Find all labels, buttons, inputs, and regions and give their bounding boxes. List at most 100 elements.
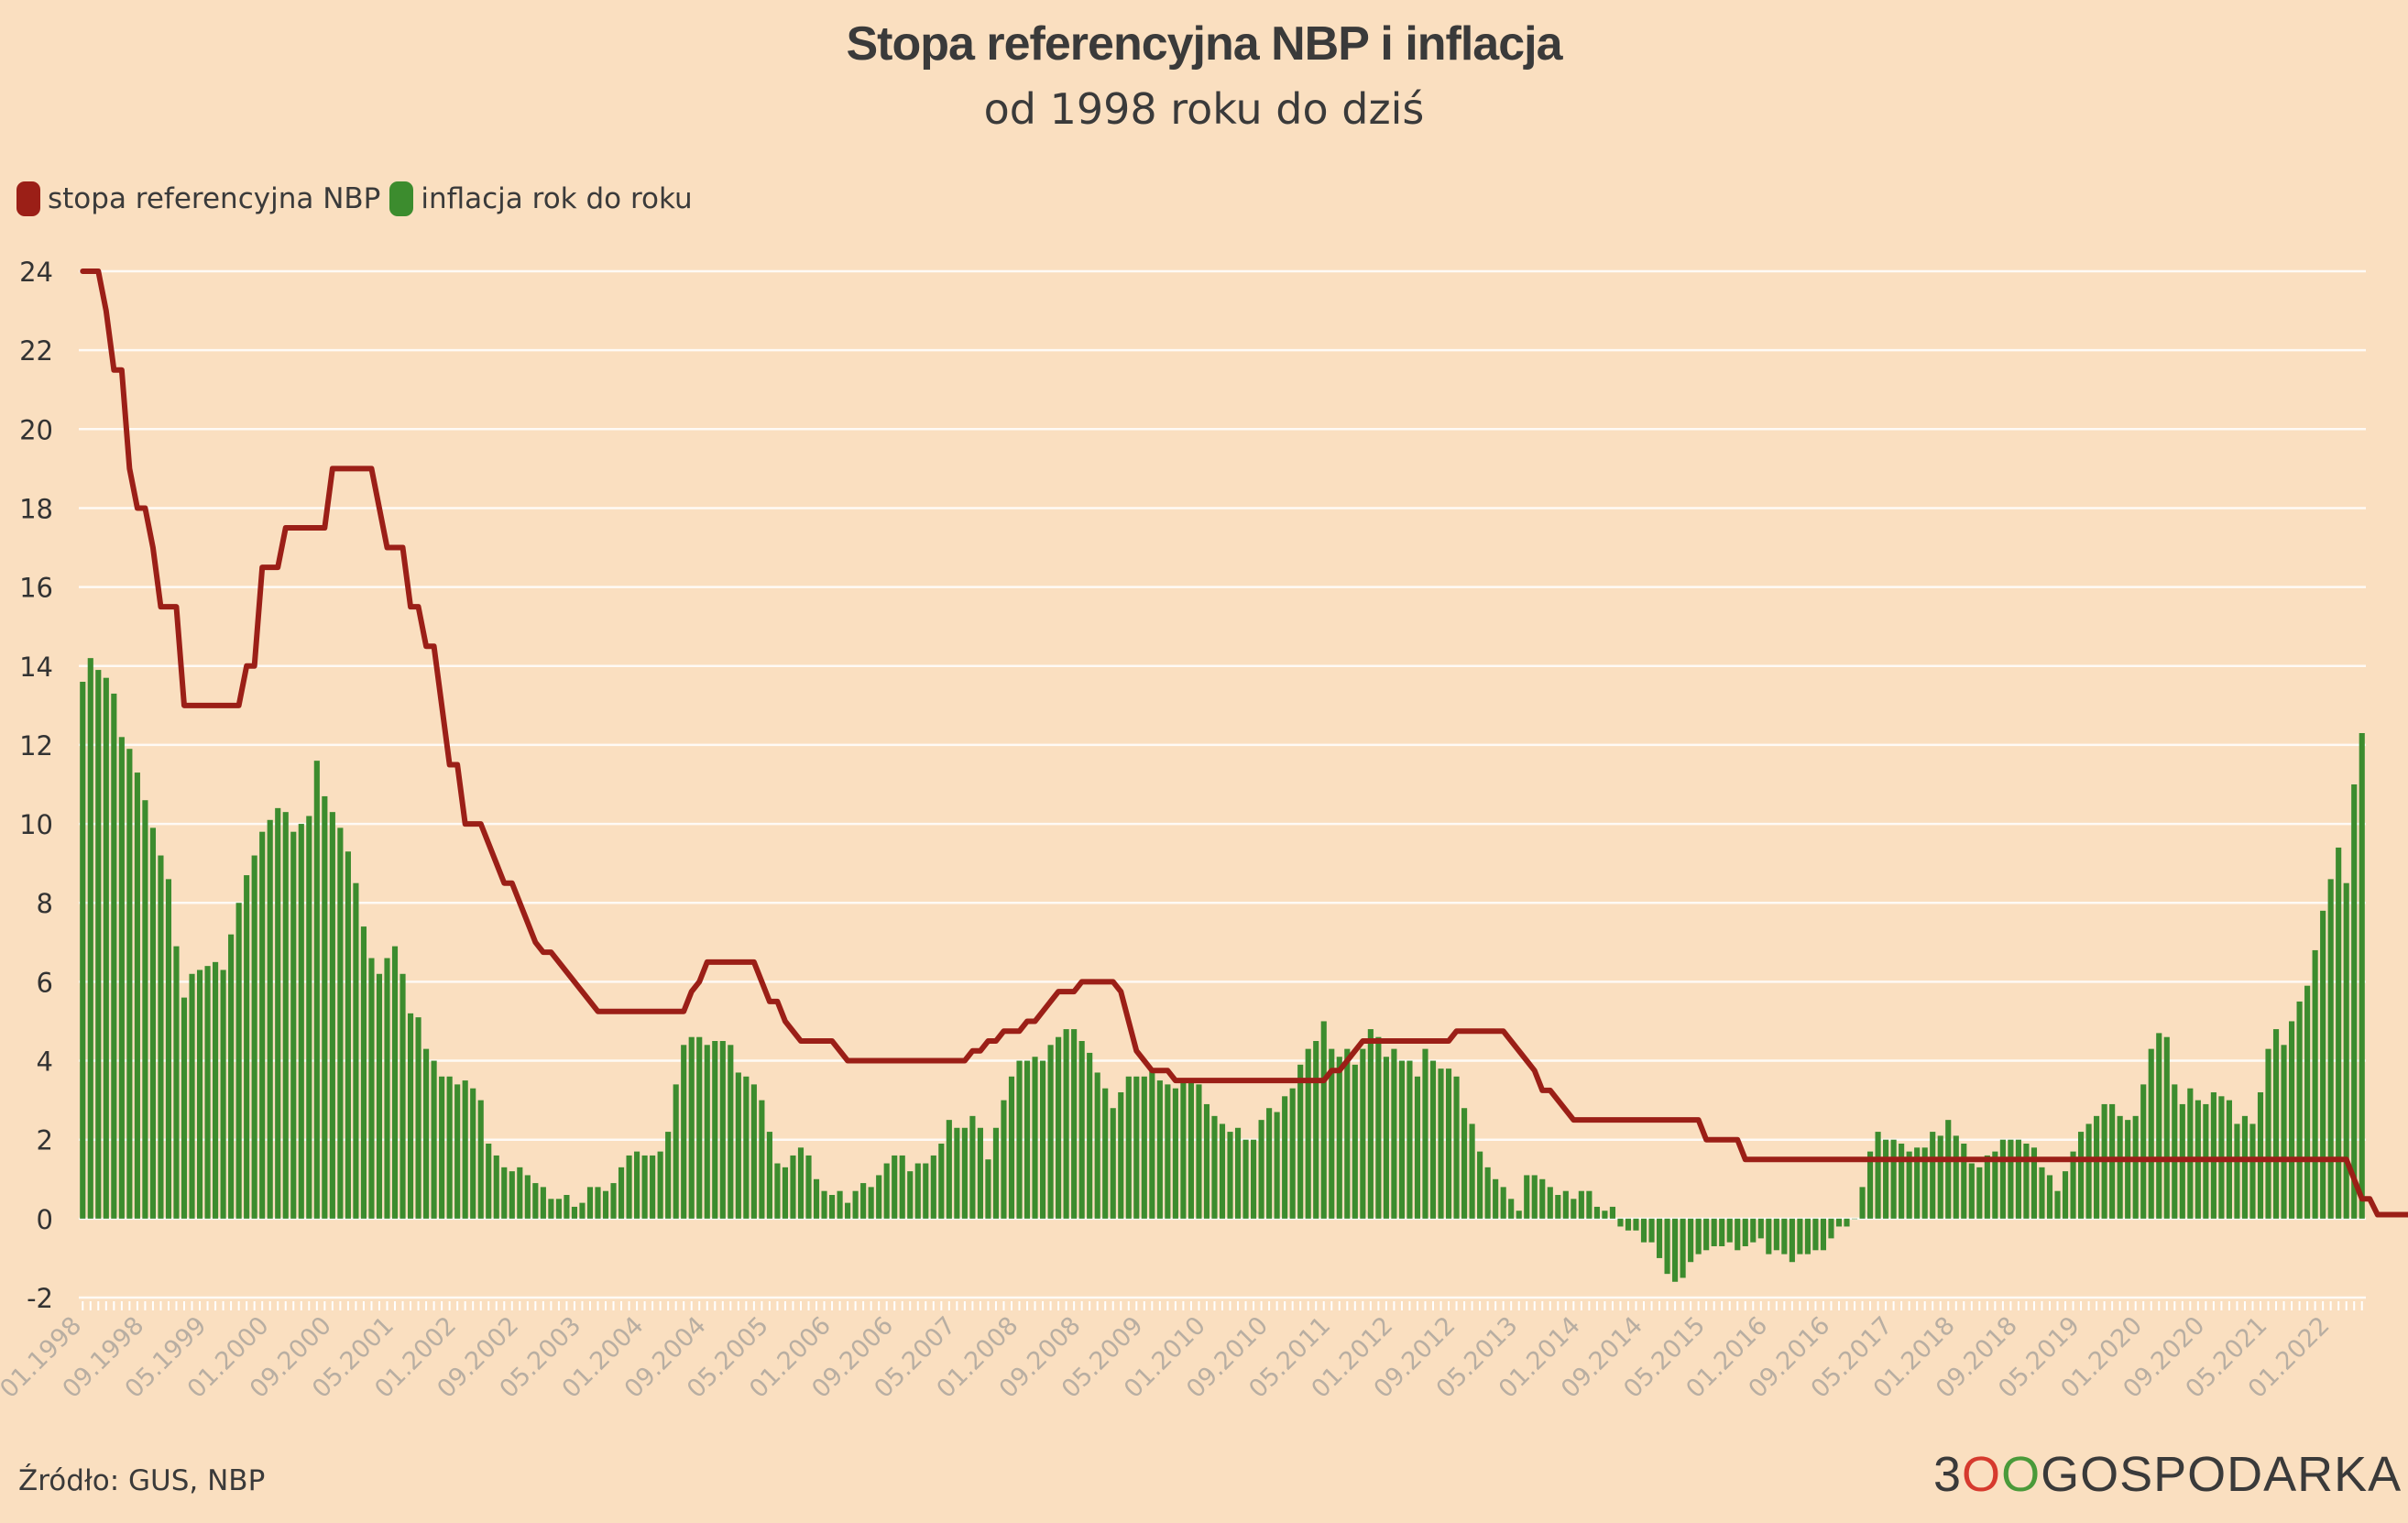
inflation-bar xyxy=(2172,1084,2178,1219)
brand-logo[interactable]: 3OOGOSPODARKA xyxy=(1933,1446,2402,1503)
inflation-bar xyxy=(345,851,351,1219)
inflation-bar xyxy=(2156,1033,2162,1219)
inflation-bar xyxy=(579,1202,586,1219)
inflation-bar xyxy=(1453,1076,1460,1219)
inflation-bar xyxy=(821,1190,827,1219)
inflation-bar xyxy=(400,973,406,1219)
inflation-bar xyxy=(1305,1048,1311,1219)
inflation-bar xyxy=(446,1076,453,1219)
inflation-bar xyxy=(2241,1115,2249,1219)
inflation-bar xyxy=(1102,1088,1109,1219)
inflation-bar xyxy=(423,1048,430,1219)
inflation-bar xyxy=(1508,1199,1515,1219)
inflation-bar xyxy=(439,1076,445,1219)
inflation-bar xyxy=(368,958,375,1219)
inflation-bar xyxy=(1539,1178,1546,1219)
inflation-bar xyxy=(1422,1048,1428,1219)
inflation-bar xyxy=(1524,1175,1530,1219)
inflation-bar xyxy=(1648,1218,1655,1243)
inflation-bar xyxy=(158,855,164,1219)
inflation-bar xyxy=(1562,1190,1569,1219)
inflation-bar xyxy=(2015,1139,2021,1219)
inflation-bar xyxy=(1914,1147,1921,1219)
inflation-bar xyxy=(165,879,172,1219)
inflation-bar xyxy=(1297,1064,1304,1219)
inflation-bar xyxy=(969,1115,976,1219)
inflation-bar xyxy=(2257,1092,2264,1219)
inflation-bar xyxy=(1196,1084,1202,1219)
inflation-bar xyxy=(1180,1080,1187,1219)
inflation-bar xyxy=(1149,1068,1155,1219)
inflation-bar xyxy=(1391,1048,1397,1219)
inflation-bar xyxy=(220,970,226,1219)
inflation-bar xyxy=(1016,1060,1023,1219)
inflation-bar xyxy=(2140,1084,2147,1219)
inflation-bar xyxy=(1336,1057,1342,1219)
legend-item-rate[interactable]: stopa referencyjna NBP xyxy=(16,181,380,216)
y-tick-label: 4 xyxy=(37,1046,53,1078)
inflation-bar xyxy=(595,1187,601,1219)
inflation-bar xyxy=(1266,1108,1273,1219)
inflation-bar xyxy=(1133,1076,1140,1219)
inflation-bar xyxy=(1110,1108,1116,1219)
inflation-bar xyxy=(486,1144,492,1219)
inflation-bar xyxy=(681,1045,687,1219)
inflation-bar xyxy=(2030,1147,2038,1219)
inflation-bar xyxy=(1500,1187,1506,1219)
inflation-bar xyxy=(2272,1029,2280,1219)
inflation-bar xyxy=(2008,1139,2014,1219)
inflation-bar xyxy=(1797,1218,1803,1255)
inflation-bar xyxy=(1429,1060,1437,1219)
inflation-bar xyxy=(1875,1132,1881,1219)
inflation-bar xyxy=(650,1155,656,1219)
inflation-bar xyxy=(501,1167,508,1219)
inflation-bar xyxy=(1664,1218,1670,1275)
inflation-bar xyxy=(189,973,195,1219)
inflation-bar xyxy=(134,772,140,1219)
logo-o1: O xyxy=(1962,1447,2002,1502)
inflation-bar xyxy=(1656,1218,1663,1258)
inflation-bar xyxy=(431,1060,437,1219)
inflation-bar xyxy=(1289,1088,1296,1219)
inflation-bar xyxy=(868,1187,874,1219)
logo-o2: O xyxy=(2001,1447,2041,1502)
inflation-bar xyxy=(1032,1057,1038,1219)
inflation-bar xyxy=(313,761,320,1219)
inflation-bar xyxy=(1961,1144,1967,1219)
inflation-bar xyxy=(1719,1218,1725,1246)
inflation-bar xyxy=(282,812,289,1219)
y-tick-label: 6 xyxy=(37,967,53,998)
inflation-bar xyxy=(149,827,156,1219)
inflation-bar xyxy=(540,1187,546,1219)
legend-label-inflation: inflacja rok do roku xyxy=(421,182,693,215)
inflation-bar xyxy=(251,855,257,1219)
inflation-bar xyxy=(1469,1123,1475,1219)
inflation-bar xyxy=(1578,1190,1584,1219)
y-tick-label: 16 xyxy=(19,573,53,604)
inflation-bar xyxy=(376,973,383,1219)
inflation-bar xyxy=(602,1190,609,1219)
y-tick-label: 22 xyxy=(19,335,53,367)
inflation-bars xyxy=(80,658,2365,1282)
inflation-bar xyxy=(196,970,203,1219)
inflation-bar xyxy=(1282,1096,1288,1219)
inflation-bar xyxy=(719,1041,726,1219)
inflation-bar xyxy=(2039,1167,2045,1219)
inflation-bar xyxy=(2054,1190,2061,1219)
inflation-bar xyxy=(1360,1048,1366,1219)
inflation-bar xyxy=(2070,1151,2076,1219)
inflation-bar xyxy=(2125,1120,2131,1219)
inflation-bar xyxy=(517,1167,523,1219)
inflation-bar xyxy=(1883,1139,1889,1219)
inflation-bar xyxy=(415,1017,421,1219)
x-axis-ticks: 01.199809.199805.199901.200009.200005.20… xyxy=(0,1301,2363,1404)
inflation-bar xyxy=(1757,1218,1764,1239)
inflation-bar xyxy=(564,1195,570,1219)
inflation-bar xyxy=(1383,1057,1389,1219)
inflation-bar xyxy=(1406,1060,1413,1219)
y-tick-label: 10 xyxy=(19,809,53,840)
inflation-bar xyxy=(586,1187,594,1219)
legend-item-inflation[interactable]: inflacja rok do roku xyxy=(389,181,693,216)
inflation-bar xyxy=(1329,1048,1335,1219)
